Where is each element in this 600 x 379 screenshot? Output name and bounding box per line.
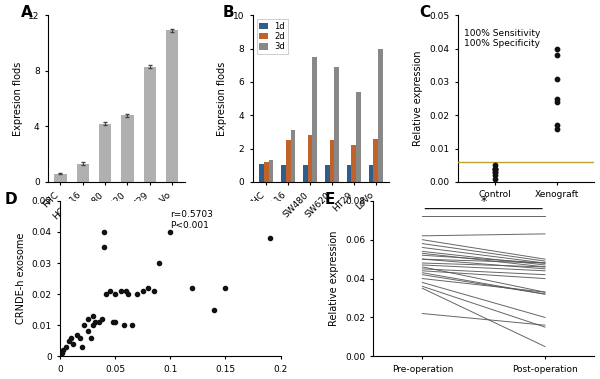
Text: r=0.5703
P<0.001: r=0.5703 P<0.001 xyxy=(170,210,213,230)
Bar xyxy=(259,164,264,182)
Point xyxy=(265,235,274,241)
Point xyxy=(166,229,175,235)
Point xyxy=(116,288,125,294)
Point xyxy=(552,122,562,128)
Point xyxy=(143,285,153,291)
Bar xyxy=(54,174,67,182)
Point xyxy=(86,335,95,341)
Point xyxy=(94,319,103,325)
Point xyxy=(59,347,68,353)
Point xyxy=(188,285,197,291)
Point xyxy=(66,335,76,341)
Point xyxy=(133,291,142,297)
Point xyxy=(101,291,111,297)
Bar xyxy=(121,115,134,182)
Bar xyxy=(313,57,317,182)
Y-axis label: Relative expression: Relative expression xyxy=(329,231,340,326)
Point xyxy=(75,335,85,341)
Point xyxy=(221,285,230,291)
Point xyxy=(490,162,500,168)
Point xyxy=(149,288,158,294)
Bar xyxy=(325,165,329,182)
Point xyxy=(79,322,89,328)
Point xyxy=(124,291,133,297)
Point xyxy=(490,166,500,172)
Bar xyxy=(269,160,274,182)
Point xyxy=(97,316,107,322)
Point xyxy=(552,75,562,81)
Point xyxy=(105,288,115,294)
Point xyxy=(88,322,98,328)
Point xyxy=(110,319,120,325)
Point xyxy=(552,45,562,52)
Point xyxy=(490,166,500,172)
Point xyxy=(72,332,82,338)
Bar xyxy=(166,30,178,182)
Point xyxy=(490,166,500,172)
Point xyxy=(91,319,100,325)
Point xyxy=(490,169,500,175)
Point xyxy=(88,313,98,319)
Legend: 1d, 2d, 3d: 1d, 2d, 3d xyxy=(257,19,287,54)
Point xyxy=(154,260,164,266)
Point xyxy=(209,307,219,313)
Bar xyxy=(264,162,269,182)
Point xyxy=(552,99,562,105)
Point xyxy=(83,316,92,322)
Text: E: E xyxy=(325,191,335,207)
Bar xyxy=(308,135,313,182)
Y-axis label: CRNDE-h exosome: CRNDE-h exosome xyxy=(16,233,26,324)
Bar xyxy=(281,165,286,182)
Point xyxy=(127,322,137,328)
Point xyxy=(83,328,92,334)
Bar xyxy=(143,67,156,182)
Bar xyxy=(329,140,334,182)
Bar xyxy=(303,165,308,182)
Point xyxy=(77,344,87,350)
Bar xyxy=(99,124,111,182)
Point xyxy=(119,322,129,328)
Bar xyxy=(286,140,290,182)
Bar xyxy=(77,164,89,182)
Point xyxy=(100,229,109,235)
Point xyxy=(138,288,148,294)
Bar xyxy=(356,92,361,182)
Text: 100% Sensitivity
100% Specificity: 100% Sensitivity 100% Specificity xyxy=(464,28,541,48)
Text: C: C xyxy=(419,5,430,20)
Point xyxy=(490,175,500,182)
Point xyxy=(58,350,67,356)
Text: *: * xyxy=(481,195,487,208)
Bar xyxy=(378,49,383,182)
Bar xyxy=(352,145,356,182)
Point xyxy=(100,244,109,251)
Point xyxy=(110,291,120,297)
Bar xyxy=(347,165,352,182)
Y-axis label: Relative expression: Relative expression xyxy=(413,51,424,146)
Y-axis label: Expresion flods: Expresion flods xyxy=(217,61,227,136)
Point xyxy=(552,125,562,132)
Text: D: D xyxy=(5,191,17,207)
Point xyxy=(121,288,131,294)
Bar xyxy=(334,67,339,182)
Point xyxy=(490,169,500,175)
Point xyxy=(68,341,78,347)
Text: B: B xyxy=(223,5,235,20)
Point xyxy=(552,96,562,102)
Point xyxy=(61,344,70,350)
Bar xyxy=(368,165,373,182)
Y-axis label: Expresion flods: Expresion flods xyxy=(13,61,23,136)
Point xyxy=(552,52,562,58)
Bar xyxy=(373,139,378,182)
Point xyxy=(108,319,118,325)
Bar xyxy=(290,130,295,182)
Point xyxy=(490,172,500,178)
Text: A: A xyxy=(20,5,32,20)
Point xyxy=(64,338,74,344)
